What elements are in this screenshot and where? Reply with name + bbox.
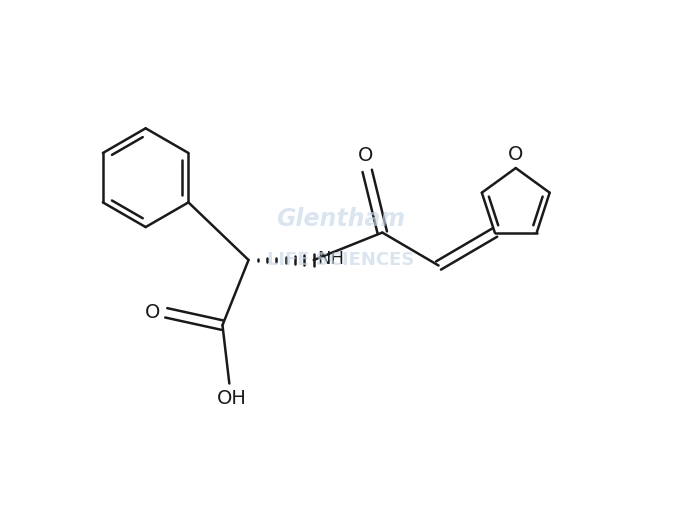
Text: O: O	[508, 145, 523, 164]
Text: Glentham: Glentham	[276, 207, 406, 231]
Text: NH: NH	[317, 250, 344, 268]
Text: O: O	[145, 303, 160, 322]
Text: LIFE SCIENCES: LIFE SCIENCES	[267, 251, 415, 269]
Text: OH: OH	[216, 389, 246, 408]
Text: O: O	[358, 146, 374, 165]
